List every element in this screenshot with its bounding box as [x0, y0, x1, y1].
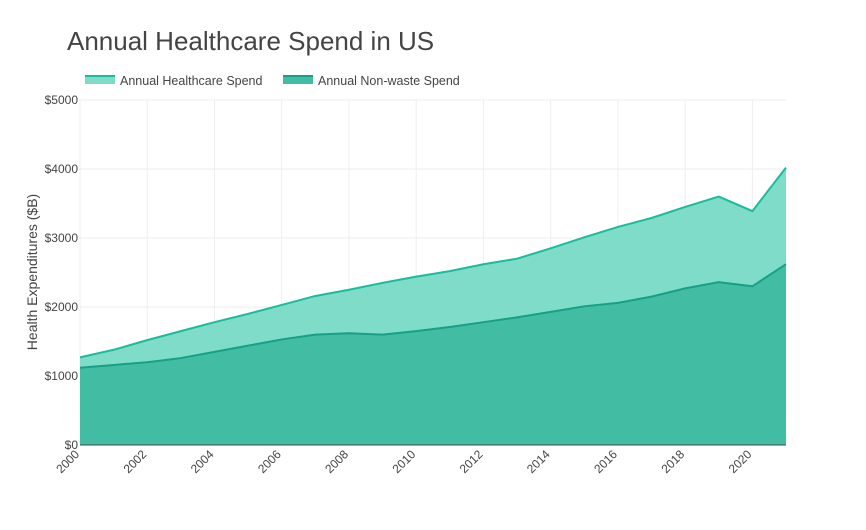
- x-tick-label: 2006: [255, 447, 284, 476]
- y-tick-label: $2000: [45, 300, 79, 314]
- y-tick-label: $1000: [45, 369, 79, 383]
- y-axis-label: Health Expenditures ($B): [24, 194, 40, 350]
- x-tick-label: 2012: [457, 447, 486, 476]
- legend-label-0: Annual Healthcare Spend: [120, 74, 263, 88]
- x-tick-label: 2018: [658, 447, 687, 476]
- legend: Annual Healthcare Spend Annual Non-waste …: [85, 74, 460, 88]
- x-tick-label: 2014: [524, 447, 553, 476]
- legend-swatch-0: [85, 76, 115, 84]
- x-tick-label: 2010: [390, 447, 419, 476]
- x-tick-label: 2004: [188, 447, 217, 476]
- x-tick-label: 2020: [726, 447, 755, 476]
- y-tick-label: $3000: [45, 231, 79, 245]
- x-tick-label: 2002: [121, 447, 150, 476]
- y-tick-label: $4000: [45, 162, 79, 176]
- legend-swatch-1: [283, 76, 313, 84]
- area-layer: [80, 168, 786, 445]
- legend-label-1: Annual Non-waste Spend: [318, 74, 460, 88]
- x-tick-label: 2008: [322, 447, 351, 476]
- chart-title: Annual Healthcare Spend in US: [67, 26, 434, 56]
- y-tick-label: $5000: [45, 93, 79, 107]
- x-tick-label: 2016: [591, 447, 620, 476]
